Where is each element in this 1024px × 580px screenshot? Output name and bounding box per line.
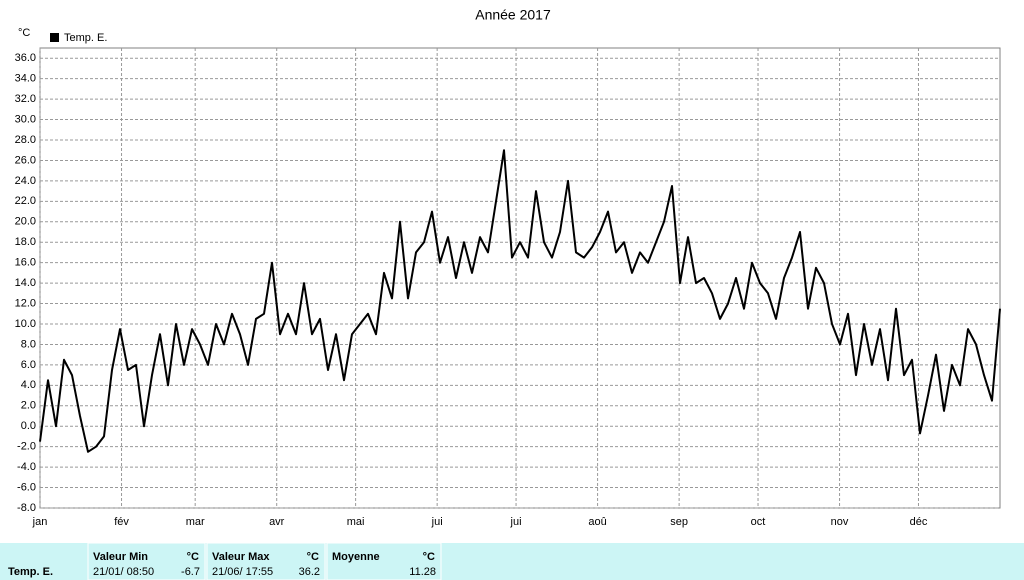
y-tick-label: -6.0 [17,481,36,493]
stats-unit: °C [307,551,319,563]
stats-cell [206,542,326,580]
x-tick-label: fév [114,516,129,528]
y-tick-label: 14.0 [15,277,36,289]
y-tick-label: 6.0 [21,359,36,371]
y-tick-label: 18.0 [15,236,36,248]
y-tick-label: 8.0 [21,338,36,350]
x-tick-label: mai [347,516,365,528]
x-tick-label: aoû [588,516,606,528]
stats-header: Moyenne [332,551,380,563]
y-tick-label: 4.0 [21,379,36,391]
x-tick-label: nov [831,516,849,528]
chart-title: Année 2017 [475,7,551,23]
x-tick-label: jan [32,516,48,528]
stats-date: 21/01/ 08:50 [93,566,154,578]
stats-date: 21/06/ 17:55 [212,566,273,578]
y-tick-label: 34.0 [15,73,36,85]
x-tick-label: déc [910,516,928,528]
x-tick-label: mar [186,516,205,528]
stats-value: -6.7 [181,566,200,578]
x-tick-label: oct [751,516,766,528]
plot-area [39,47,1001,509]
x-tick-label: jui [431,516,443,528]
stats-header: Valeur Max [212,551,270,563]
legend-label: Temp. E. [64,32,107,44]
x-tick-label: jui [510,516,522,528]
stats-header: Valeur Min [93,551,148,563]
y-tick-label: 20.0 [15,216,36,228]
y-tick-label: 0.0 [21,420,36,432]
stats-value: 36.2 [299,566,320,578]
y-tick-label: 12.0 [15,297,36,309]
stats-unit: °C [187,551,199,563]
y-axis-unit: °C [18,27,30,39]
legend-swatch [50,33,59,42]
stats-value: 11.28 [409,566,436,578]
stats-cell [87,542,206,580]
y-tick-label: -4.0 [17,461,36,473]
temperature-line [39,149,1001,453]
y-tick-label: 22.0 [15,195,36,207]
y-tick-label: 28.0 [15,134,36,146]
y-tick-label: -2.0 [17,441,36,453]
x-tick-label: sep [670,516,688,528]
stats-row-label: Temp. E. [8,566,53,578]
y-tick-label: 16.0 [15,257,36,269]
x-tick-label: avr [269,516,285,528]
y-tick-label: 24.0 [15,175,36,187]
y-tick-label: 10.0 [15,318,36,330]
stats-cell [326,542,442,580]
y-tick-label: 26.0 [15,154,36,166]
y-tick-label: 36.0 [15,52,36,64]
y-tick-label: 2.0 [21,400,36,412]
stats-unit: °C [423,551,435,563]
y-tick-label: -8.0 [17,502,36,514]
y-tick-label: 30.0 [15,113,36,125]
y-tick-label: 32.0 [15,93,36,105]
